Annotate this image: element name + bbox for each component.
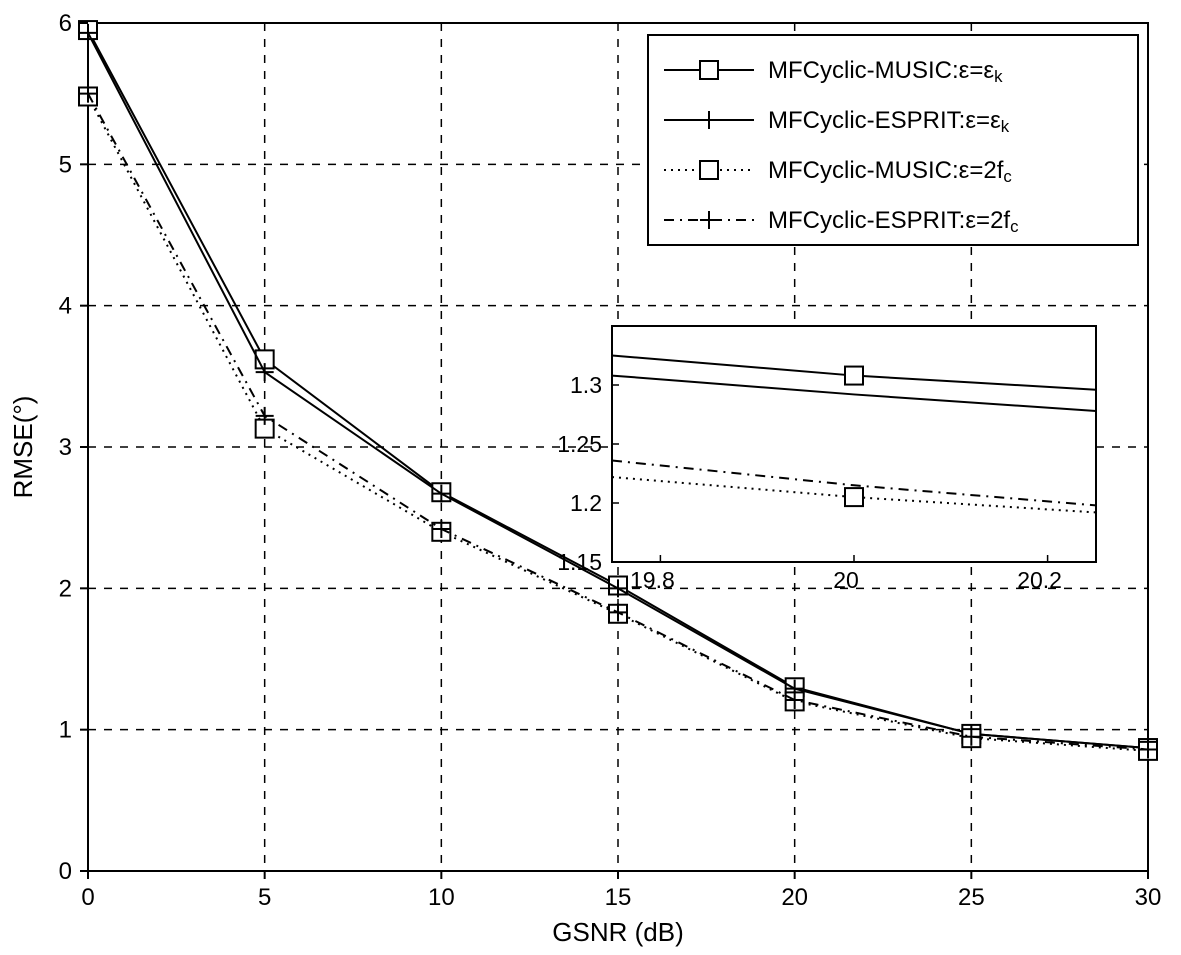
legend-label: MFCyclic-MUSIC:ε=εk (768, 57, 1003, 86)
xtick-label: 10 (428, 884, 455, 911)
legend-label: MFCyclic-ESPRIT:ε=εk (768, 107, 1010, 136)
xtick-label: 30 (1135, 884, 1162, 911)
xlabel: GSNR (dB) (552, 917, 683, 947)
ytick-label: 2 (59, 575, 72, 602)
legend-label: MFCyclic-ESPRIT:ε=2fc (768, 207, 1018, 236)
ytick-label: 4 (59, 293, 72, 320)
ytick-label: 5 (59, 151, 72, 178)
inset-ytick: 1.2 (570, 490, 602, 516)
inset-ytick: 1.25 (557, 431, 602, 457)
inset-xtick: 20.2 (1017, 567, 1062, 593)
ytick-label: 6 (59, 10, 72, 37)
rmse-vs-gsnr-chart: 0 5 10 15 20 25 30 0 1 2 3 4 5 6 GSNR (dB) RMSE(°) MFCyc… (0, 0, 1181, 955)
xtick-label: 0 (81, 884, 94, 911)
inset-ytick: 1.3 (570, 372, 602, 398)
xtick-label: 20 (781, 884, 808, 911)
xtick-label: 25 (958, 884, 985, 911)
inset-xtick: 19.8 (630, 567, 675, 593)
xtick-label: 5 (258, 884, 271, 911)
ytick-label: 0 (59, 858, 72, 885)
inset-ytick: 1.15 (557, 549, 602, 575)
legend-label: MFCyclic-MUSIC:ε=2fc (768, 157, 1012, 186)
ytick-label: 3 (59, 434, 72, 461)
inset-xtick: 20 (833, 567, 859, 593)
xtick-label: 15 (605, 884, 632, 911)
ylabel: RMSE(°) (8, 396, 38, 499)
ytick-label: 1 (59, 717, 72, 744)
